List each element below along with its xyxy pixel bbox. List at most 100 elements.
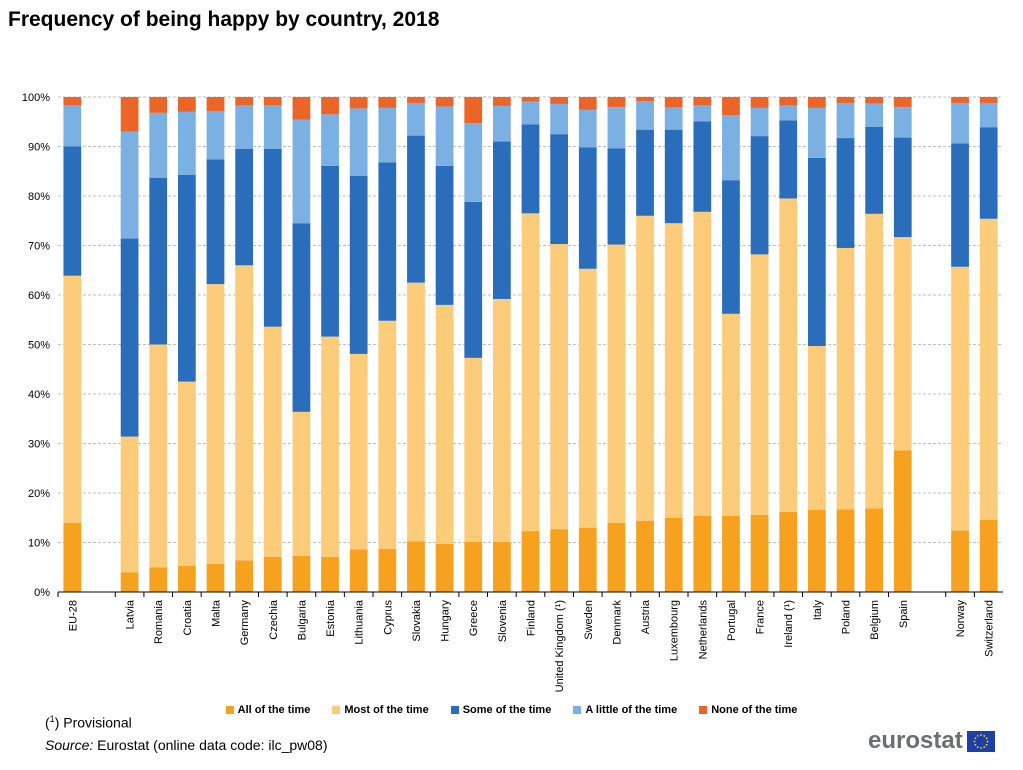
bar-segment: [349, 175, 368, 354]
bar-segment: [378, 320, 397, 549]
bar-segment: [464, 97, 483, 124]
bar-segment: [722, 115, 740, 181]
legend-label: A little of the time: [585, 704, 678, 716]
y-tick-label: 50%: [28, 340, 50, 352]
legend-swatch: [450, 706, 459, 714]
bar-segment: [807, 97, 826, 108]
flag-star: [976, 734, 979, 737]
x-tick-label: United Kingdom (¹): [554, 600, 566, 692]
bar-segment: [464, 201, 483, 358]
bar-segment: [235, 265, 254, 561]
flag-star: [983, 734, 985, 737]
bar-segment: [63, 97, 82, 106]
bar-segment: [779, 198, 798, 512]
bar-segment: [292, 411, 311, 556]
x-tick-label: Luxembourg: [669, 600, 681, 661]
bar-segment: [893, 237, 912, 451]
bar-segment: [435, 304, 454, 544]
legend-label: Most of the time: [344, 704, 429, 716]
bar-segment: [177, 111, 196, 175]
bar-segment: [836, 102, 855, 139]
bar-segment: [292, 223, 311, 412]
bar-segment: [149, 177, 168, 345]
flag-star: [973, 740, 976, 742]
legend-swatch: [225, 706, 234, 714]
stacked-bar-chart: 0% 10% 20% 30% 40% 50% 60% 70% 80% 90% 100% EU-28 La…: [22, 92, 1003, 692]
bar-segment: [464, 542, 483, 592]
bar-segment: [893, 97, 912, 107]
legend-item: None of the time: [699, 704, 797, 716]
bar-segment: [636, 520, 654, 592]
bar-segment: [120, 238, 139, 437]
x-tick-label: Romania: [153, 599, 165, 644]
x-tick-label: Hungary: [440, 600, 452, 642]
y-tick-label: 10%: [28, 538, 50, 550]
y-tick-label: 80%: [28, 191, 50, 203]
bar-segment: [951, 143, 969, 267]
bar-segment: [865, 103, 884, 127]
bar-segment: [550, 103, 569, 135]
bar-segment: [865, 126, 884, 214]
legend: All of the time Most of the time Some of t…: [0, 704, 1023, 716]
logo-wordmark: eurostat: [868, 727, 963, 754]
bar-segment: [378, 548, 397, 592]
x-tick-label: Slovakia: [411, 599, 423, 641]
bar-segment: [722, 180, 740, 314]
bar-segment: [693, 515, 712, 592]
flag-star: [983, 745, 985, 748]
x-tick-label: Switzerland: [984, 600, 996, 657]
bar-segment: [407, 282, 425, 542]
bar-segment: [63, 275, 82, 523]
bar-segment: [206, 159, 225, 285]
bar-segment: [521, 101, 540, 125]
bar-segment: [836, 97, 855, 103]
bar-segment: [750, 107, 769, 137]
bar-segment: [492, 97, 511, 106]
bar-segment: [292, 555, 311, 592]
bar-segment: [807, 157, 826, 346]
bar-segment: [693, 121, 712, 212]
x-tick-label: Portugal: [726, 600, 738, 641]
bar-segment: [951, 530, 969, 592]
bar-segment: [464, 357, 483, 543]
bar-segment: [607, 522, 626, 592]
bar-segment: [550, 529, 569, 592]
eurostat-logo: eurostat: [868, 727, 995, 755]
flag-star: [985, 743, 988, 746]
bar-segment: [321, 336, 339, 557]
bar-segment: [951, 102, 969, 144]
bar-segment: [149, 97, 168, 113]
x-tick-label: Croatia: [182, 599, 194, 635]
bar-segment: [578, 147, 597, 269]
bar-segment: [63, 105, 82, 147]
bar-segment: [407, 97, 425, 103]
eu-flag-icon: [966, 730, 995, 752]
y-tick-label: 0%: [34, 587, 50, 599]
bar-segment: [435, 97, 454, 107]
y-tick-label: 40%: [28, 389, 50, 401]
bar-segment: [664, 129, 683, 224]
footnote: (1) Provisional: [45, 714, 132, 731]
bar-segment: [836, 138, 855, 248]
flag-star: [979, 746, 982, 749]
bar-segment: [865, 508, 884, 592]
bar-segment: [865, 213, 884, 509]
bar-segment: [120, 572, 139, 592]
bar-segment: [836, 509, 855, 592]
bar-segment: [664, 223, 683, 518]
bar-segment: [263, 105, 282, 149]
bar-segment: [63, 146, 82, 276]
bar-segment: [378, 107, 397, 163]
bar-segment: [750, 97, 769, 108]
flag-star: [974, 743, 976, 746]
bar-segment: [836, 247, 855, 510]
flag-star: [985, 736, 988, 739]
x-tick-label: Spain: [898, 600, 910, 628]
bar-segment: [578, 268, 597, 528]
bar-segment: [120, 97, 139, 132]
bar-segment: [550, 97, 569, 104]
source-label: Source:: [45, 737, 94, 753]
bar-segment: [407, 135, 425, 283]
bar-segment: [492, 542, 511, 592]
bar-segment: [722, 515, 740, 592]
